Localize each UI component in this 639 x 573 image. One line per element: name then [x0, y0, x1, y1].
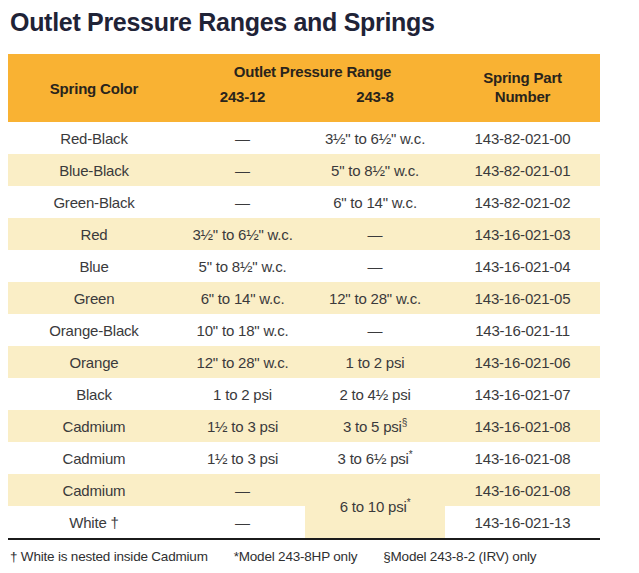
cell-part-number: 143-16-021-06 [445, 346, 600, 378]
cell-part-number: 143-16-021-08 [445, 474, 600, 506]
table-row: White † — 143-16-021-13 [8, 506, 600, 539]
table-row: Green-Black — 6" to 14" w.c. 143-82-021-… [8, 186, 600, 218]
table-row: Orange-Black 10" to 18" w.c. — 143-16-02… [8, 314, 600, 346]
cell-243-8: 3½" to 6½" w.c. [305, 122, 445, 154]
cell-spring-color: White † [8, 506, 180, 539]
table-row: Cadmium — 6 to 10 psi* 143-16-021-08 [8, 474, 600, 506]
cell-243-12: 5" to 8½" w.c. [180, 250, 305, 282]
cell-spring-color: Orange-Black [8, 314, 180, 346]
cell-spring-color: Green-Black [8, 186, 180, 218]
footnote-marker-asterisk: * [409, 449, 413, 460]
cell-spring-color: Red [8, 218, 180, 250]
cell-243-12: 10" to 18" w.c. [180, 314, 305, 346]
table-row: Orange 12" to 28" w.c. 1 to 2 psi 143-16… [8, 346, 600, 378]
cell-part-number: 143-16-021-11 [445, 314, 600, 346]
footnote-marker-asterisk: * [407, 497, 411, 508]
table-header: Spring Color Outlet Pressure Range Sprin… [8, 54, 600, 122]
cell-243-12: — [180, 474, 305, 506]
footnotes: † White is nested inside Cadmium *Model … [10, 549, 639, 564]
header-outlet-pressure-range: Outlet Pressure Range [180, 54, 445, 82]
cell-243-8: 5" to 8½" w.c. [305, 154, 445, 186]
page: Outlet Pressure Ranges and Springs Sprin… [0, 0, 639, 564]
springs-table: Spring Color Outlet Pressure Range Sprin… [8, 54, 600, 540]
cell-part-number: 143-16-021-08 [445, 442, 600, 474]
header-spring-part-number: Spring Part Number [445, 54, 600, 122]
table-row: Cadmium 1½ to 3 psi 3 to 5 psi§ 143-16-0… [8, 410, 600, 442]
cell-part-number: 143-16-021-03 [445, 218, 600, 250]
cell-243-8: 12" to 28" w.c. [305, 282, 445, 314]
cell-243-12: 12" to 28" w.c. [180, 346, 305, 378]
cell-spring-color: Green [8, 282, 180, 314]
cell-243-12: 6" to 14" w.c. [180, 282, 305, 314]
cell-243-8-merged: 6 to 10 psi* [305, 474, 445, 539]
table-row: Cadmium 1½ to 3 psi 3 to 6½ psi* 143-16-… [8, 442, 600, 474]
footnote-model-243-8hp: *Model 243-8HP only [234, 549, 358, 564]
cell-part-number: 143-82-021-02 [445, 186, 600, 218]
header-243-8: 243-8 [305, 82, 445, 122]
cell-243-12: — [180, 186, 305, 218]
cell-spring-color: Blue [8, 250, 180, 282]
cell-243-12: 1½ to 3 psi [180, 442, 305, 474]
cell-243-8: 2 to 4½ psi [305, 378, 445, 410]
cell-part-number: 143-16-021-04 [445, 250, 600, 282]
cell-part-number: 143-16-021-07 [445, 378, 600, 410]
table-row: Red 3½" to 6½" w.c. — 143-16-021-03 [8, 218, 600, 250]
cell-243-12: 1½ to 3 psi [180, 410, 305, 442]
cell-spring-color: Black [8, 378, 180, 410]
footnote-model-243-8-2: §Model 243-8-2 (IRV) only [383, 549, 536, 564]
footnote-marker-section: § [402, 417, 407, 428]
cell-spring-color: Cadmium [8, 442, 180, 474]
cell-243-12: 3½" to 6½" w.c. [180, 218, 305, 250]
header-spring-color: Spring Color [8, 54, 180, 122]
cell-part-number: 143-16-021-08 [445, 410, 600, 442]
cell-spring-color: Cadmium [8, 410, 180, 442]
cell-243-12: — [180, 122, 305, 154]
table-row: Red-Black — 3½" to 6½" w.c. 143-82-021-0… [8, 122, 600, 154]
cell-243-8: 6" to 14" w.c. [305, 186, 445, 218]
cell-part-number: 143-82-021-00 [445, 122, 600, 154]
page-title: Outlet Pressure Ranges and Springs [10, 8, 639, 37]
cell-243-8: 3 to 5 psi§ [305, 410, 445, 442]
cell-243-12: 1 to 2 psi [180, 378, 305, 410]
table-row: Green 6" to 14" w.c. 12" to 28" w.c. 143… [8, 282, 600, 314]
cell-spring-color: Red-Black [8, 122, 180, 154]
cell-243-12: — [180, 154, 305, 186]
footnote-white-nested: † White is nested inside Cadmium [10, 549, 208, 564]
header-243-12: 243-12 [180, 82, 305, 122]
cell-243-8: — [305, 218, 445, 250]
cell-spring-color: Cadmium [8, 474, 180, 506]
cell-spring-color: Orange [8, 346, 180, 378]
cell-243-8: 1 to 2 psi [305, 346, 445, 378]
cell-part-number: 143-16-021-05 [445, 282, 600, 314]
table-row: Black 1 to 2 psi 2 to 4½ psi 143-16-021-… [8, 378, 600, 410]
table-body: Red-Black — 3½" to 6½" w.c. 143-82-021-0… [8, 122, 600, 539]
cell-243-8: 3 to 6½ psi* [305, 442, 445, 474]
cell-spring-color: Blue-Black [8, 154, 180, 186]
table-row: Blue 5" to 8½" w.c. — 143-16-021-04 [8, 250, 600, 282]
cell-243-12: — [180, 506, 305, 539]
cell-243-8: — [305, 250, 445, 282]
cell-part-number: 143-16-021-13 [445, 506, 600, 539]
cell-part-number: 143-82-021-01 [445, 154, 600, 186]
table-row: Blue-Black — 5" to 8½" w.c. 143-82-021-0… [8, 154, 600, 186]
cell-243-8: — [305, 314, 445, 346]
header-row-1: Spring Color Outlet Pressure Range Sprin… [8, 54, 600, 82]
